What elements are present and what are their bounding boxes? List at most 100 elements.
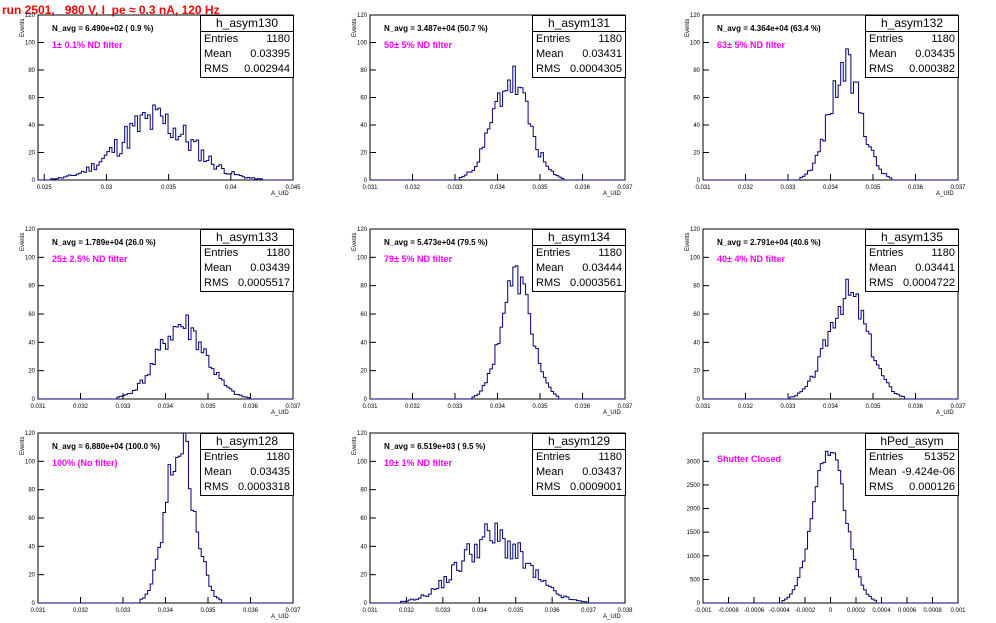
stats-mean-value: 0.03441	[915, 262, 955, 274]
x-tick-label: 0.0008	[923, 608, 942, 614]
histogram-series-line	[370, 265, 625, 400]
y-tick-label: 120	[357, 227, 368, 233]
histogram-plot: 0 20 40 60 80 100 120 0.031 0.032 0.033 0.034 0.035…	[25, 227, 301, 410]
filter-label: 100% (No filter)	[52, 458, 118, 468]
histogram-panel-h-asym133: 0 20 40 60 80 100 120 0.031 0.032 0.033 0.034 0.035…	[3, 227, 301, 419]
y-tick-label: 60	[28, 516, 35, 522]
stats-entries-label: Entries	[536, 33, 571, 45]
stats-mean-label: Mean	[869, 262, 897, 274]
stats-rms-value: 0.0003561	[570, 277, 622, 289]
x-tick-label: 0.035	[865, 404, 881, 410]
n-avg-label: N_avg = 2.791e+04 (40.6 %)	[717, 238, 821, 247]
stats-rms-row: RMS 0.0009001	[533, 480, 625, 495]
histogram-panel-h-asym134: 0 20 40 60 80 100 120 0.031 0.032 0.033 0.034 0.035…	[335, 227, 633, 419]
y-tick-label: 60	[28, 312, 35, 318]
x-tick-label: -0.001	[694, 608, 712, 614]
stats-rms-value: 0.000382	[909, 63, 955, 75]
y-tick-label: 20	[360, 369, 367, 375]
x-tick-label: 0.034	[823, 404, 839, 410]
stats-entries-value: 1180	[598, 33, 622, 45]
x-tick-label: 0.032	[73, 608, 89, 614]
y-tick-label: 100	[25, 255, 36, 261]
y-tick-label: 120	[25, 13, 36, 19]
histogram-plot: 0 20 40 60 80 100 120 0.031 0.032 0.033 0.034 0.035…	[690, 227, 966, 410]
stats-mean-value: 0.03437	[582, 466, 622, 478]
x-tick-label: 0.031	[362, 608, 378, 614]
stats-rms-row: RMS 0.0004722	[866, 276, 958, 291]
stats-rms-row: RMS 0.0003561	[533, 276, 625, 291]
y-tick-label: 120	[25, 227, 36, 233]
y-tick-label: 20	[360, 151, 367, 157]
y-tick-label: 1500	[687, 530, 701, 536]
histogram-series-line	[38, 314, 293, 400]
stats-box: h_asym130 Entries 1180 Mean 0.03395 RMS 0.0029…	[200, 15, 294, 78]
x-axis-label: A_UID	[603, 410, 621, 416]
x-tick-label: 0.0004	[872, 608, 891, 614]
stats-mean-label: Mean	[536, 262, 564, 274]
stats-rms-label: RMS	[204, 277, 229, 289]
x-tick-label: 0.036	[575, 185, 591, 191]
histogram-panel-h-asym131: 0 20 40 60 80 100 120 0.031 0.032 0.033 0.034 0.035…	[335, 13, 633, 200]
stats-entries-label: Entries	[869, 247, 904, 259]
x-tick-label: -0.0002	[795, 608, 816, 614]
y-tick-label: 0	[364, 601, 368, 607]
x-tick-label: 0.031	[695, 404, 711, 410]
x-tick-label: 0.035	[508, 608, 524, 614]
stats-mean-value: 0.03444	[582, 262, 622, 274]
x-tick-label: 0.033	[115, 404, 131, 410]
x-tick-label: 0.034	[490, 404, 506, 410]
stats-mean-label: Mean	[536, 466, 564, 478]
y-tick-label: 80	[360, 488, 367, 494]
stats-entries-label: Entries	[869, 451, 904, 463]
filter-label: 25± 2.5% ND filter	[52, 254, 128, 264]
stats-mean-value: -9.424e-06	[901, 466, 955, 478]
stats-entries-value: 1180	[931, 247, 955, 259]
stats-entries-row: Entries 1180	[866, 32, 958, 47]
x-axis-label: A_UID	[936, 410, 954, 416]
x-tick-label: 0.033	[435, 608, 451, 614]
y-tick-label: 80	[693, 68, 700, 74]
y-tick-label: 120	[25, 431, 36, 437]
y-axis-label: Events	[20, 436, 26, 455]
stats-entries-row: Entries 51352	[866, 450, 958, 465]
y-axis-label: Events	[352, 232, 358, 251]
x-tick-label: 0.032	[399, 608, 415, 614]
x-tick-label: 0.031	[695, 185, 711, 191]
stats-mean-value: 0.03439	[250, 262, 290, 274]
stats-rms-value: 0.000126	[909, 481, 955, 493]
y-tick-label: 1000	[687, 554, 701, 560]
y-tick-label: 3000	[687, 459, 701, 465]
y-tick-label: 40	[28, 544, 35, 550]
y-tick-label: 40	[693, 340, 700, 346]
n-avg-label: N_avg = 3.487e+04 (50.7 %)	[384, 24, 488, 33]
x-tick-label: 0.032	[405, 185, 421, 191]
stats-rms-label: RMS	[204, 481, 229, 493]
filter-label: 10± 1% ND filter	[384, 458, 452, 468]
x-tick-label: 0.033	[780, 404, 796, 410]
y-tick-label: 40	[360, 340, 367, 346]
run-title: run 2501, 980 V, I_pe ≈ 0.3 nA, 120 Hz	[2, 3, 220, 17]
stats-mean-row: Mean 0.03435	[201, 465, 293, 480]
x-tick-label: 0.035	[865, 185, 881, 191]
stats-mean-label: Mean	[204, 48, 232, 60]
x-tick-label: 0.036	[908, 185, 924, 191]
y-axis-label: Events	[20, 232, 26, 251]
stats-rms-label: RMS	[204, 63, 229, 75]
filter-label: 50± 5% ND filter	[384, 40, 452, 50]
x-axis-label: A_UID	[271, 614, 289, 620]
histogram-name: h_asym135	[866, 230, 958, 246]
y-tick-label: 80	[693, 284, 700, 290]
y-tick-label: 40	[693, 123, 700, 129]
histogram-name: h_asym133	[201, 230, 293, 246]
x-tick-label: 0	[829, 608, 833, 614]
y-tick-label: 100	[25, 459, 36, 465]
histogram-series-line	[703, 450, 958, 604]
x-tick-label: 0.037	[581, 608, 597, 614]
histogram-name: h_asym131	[533, 16, 625, 32]
y-tick-label: 40	[360, 123, 367, 129]
stats-rms-value: 0.0004305	[570, 63, 622, 75]
y-tick-label: 500	[690, 577, 701, 583]
y-axis-label: Events	[352, 436, 358, 455]
y-tick-label: 60	[360, 516, 367, 522]
stats-mean-value: 0.03435	[250, 466, 290, 478]
